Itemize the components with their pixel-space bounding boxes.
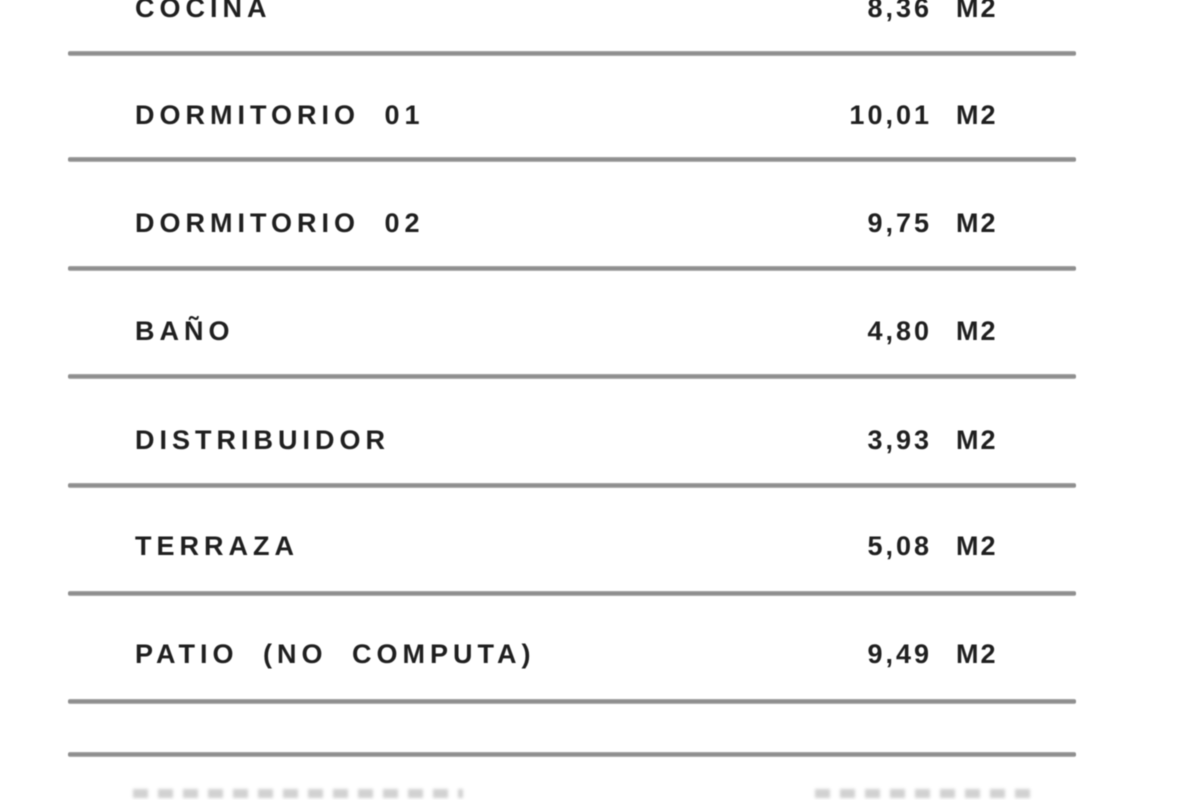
row-separator [68,266,1076,271]
area-unit: M2 [956,316,998,346]
area-value: 10,01 [849,100,932,130]
room-label: DORMITORIO 02 [135,208,425,238]
area-value: 3,93 [867,425,932,455]
area-value: 9,75 [867,208,932,238]
row-separator [68,157,1076,162]
room-label: DORMITORIO 01 [135,100,425,130]
row-separator [68,591,1076,596]
cutoff-label-smudge [133,789,463,798]
row-separator [68,374,1076,379]
area-unit: M2 [956,639,998,669]
row-separator [68,483,1076,488]
area-unit: M2 [956,0,998,23]
table-row: DISTRIBUIDOR 3,93 M2 [0,425,1200,461]
table-row: BAÑO 4,80 M2 [0,316,1200,352]
area-value: 8,36 [867,0,932,23]
row-separator [68,51,1076,56]
area-unit: M2 [956,425,998,455]
room-label: TERRAZA [135,531,299,561]
table-row: COCINA 8,36 M2 [0,0,1200,29]
room-label: PATIO (NO COMPUTA) [135,639,536,669]
table-row: TERRAZA 5,08 M2 [0,531,1200,567]
room-label: COCINA [135,0,272,23]
area-value: 4,80 [867,316,932,346]
cutoff-value-smudge [815,789,1035,798]
area-value: 9,49 [867,639,932,669]
table-row: DORMITORIO 02 9,75 M2 [0,208,1200,244]
area-value: 5,08 [867,531,932,561]
room-label: DISTRIBUIDOR [135,425,390,455]
table-row: PATIO (NO COMPUTA) 9,49 M2 [0,639,1200,675]
row-separator [68,699,1076,704]
area-unit: M2 [956,531,998,561]
table-row: DORMITORIO 01 10,01 M2 [0,100,1200,136]
row-separator [68,752,1076,757]
area-unit: M2 [956,208,998,238]
area-unit: M2 [956,100,998,130]
room-label: BAÑO [135,316,235,346]
